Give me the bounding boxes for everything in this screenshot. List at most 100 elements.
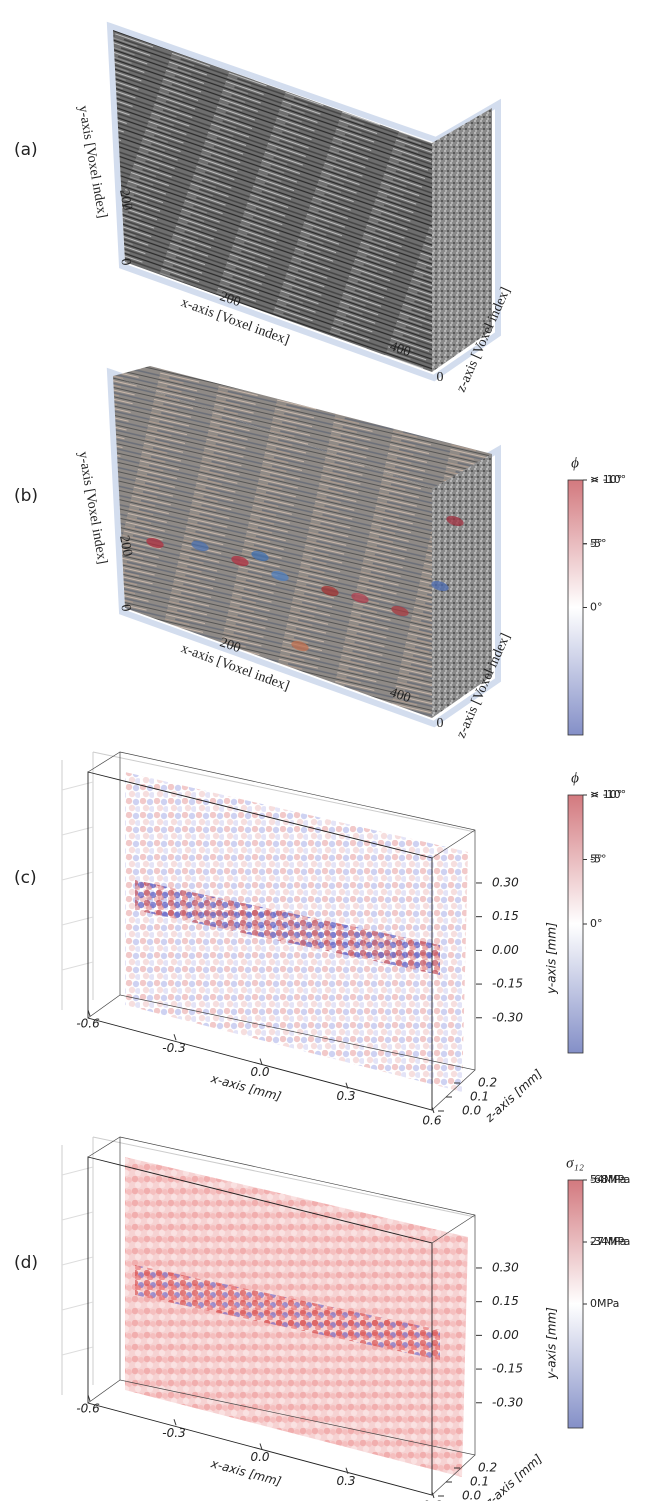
panel-label: (a) xyxy=(14,140,38,160)
colorbar-tick-label: 0MPa xyxy=(590,1297,619,1310)
y-tick-label: -0.15 xyxy=(492,977,523,991)
box-edge xyxy=(87,751,121,773)
y-tick-label: -0.30 xyxy=(492,1395,523,1409)
x-tick-label: 0.3 xyxy=(336,1474,355,1488)
colorbar-title: ϕ xyxy=(571,770,579,786)
colorbar-tick-label: 5° xyxy=(590,853,603,866)
panel-label: (d) xyxy=(14,1253,38,1273)
point-band xyxy=(135,880,440,975)
point-band xyxy=(135,1265,440,1360)
orientation-blob xyxy=(251,550,269,562)
x-axis-label: x-axis [mm] xyxy=(209,1456,283,1489)
orientation-blob xyxy=(191,540,209,552)
y-tick-label: 0 xyxy=(117,257,133,266)
x-tick-label: 0.6 xyxy=(422,1113,441,1127)
y-tick-label: 0.30 xyxy=(492,1260,519,1274)
y-tick-label: 200 xyxy=(116,188,134,211)
orientation-blob xyxy=(271,570,289,582)
colorbar-tick-label: < -10° xyxy=(590,473,626,486)
y-axis-label: y-axis [Voxel index] xyxy=(75,104,110,219)
z-tick-label: 0.2 xyxy=(478,1461,497,1475)
orientation-blob xyxy=(291,640,309,652)
box-edge xyxy=(431,1454,476,1496)
colorbar-title: σ₁₂ xyxy=(566,1155,584,1171)
colorbar-tick-label: 27MPa xyxy=(590,1235,626,1248)
colorbar-tick-label: < -10° xyxy=(590,788,626,801)
orientation-blob xyxy=(351,592,369,604)
z-tick-label: 0.1 xyxy=(470,1475,489,1489)
orientation-blob xyxy=(321,585,339,597)
y-tick-label: 0.15 xyxy=(492,909,519,923)
volume-glow xyxy=(106,21,501,382)
y-tick-label: 0 xyxy=(117,603,133,612)
colorbar xyxy=(567,794,584,1054)
box-edge xyxy=(431,1069,476,1111)
colorbar-tick-label: 54MPa xyxy=(590,1173,626,1186)
x-tick xyxy=(87,1394,91,1402)
x-tick-label: -0.3 xyxy=(162,1426,185,1440)
volume-front xyxy=(113,30,432,372)
x-tick-label: -0.6 xyxy=(76,1017,100,1031)
box-edge xyxy=(87,994,121,1019)
box-edge xyxy=(431,1214,476,1244)
x-tick-label: 200 xyxy=(218,635,243,656)
y-tick-label: 0.00 xyxy=(492,943,519,957)
x-tick-label: 0.0 xyxy=(250,1065,269,1079)
colorbar xyxy=(567,479,584,736)
colorbar-tick-label: 5° xyxy=(590,537,603,550)
colorbar xyxy=(567,1179,584,1429)
x-tick xyxy=(259,1443,263,1450)
x-tick-label: 400 xyxy=(388,685,413,706)
z-tick-label: 0 xyxy=(437,370,444,385)
colorbar-tick-label: -68MPa xyxy=(590,1173,630,1186)
colorbar-tick-label: > 10° xyxy=(590,473,622,486)
orientation-blob xyxy=(431,580,449,592)
x-tick xyxy=(173,1034,177,1041)
y-tick-label: -0.30 xyxy=(492,1010,523,1024)
z-tick-label: 0.1 xyxy=(470,1090,489,1104)
x-axis-label: x-axis [mm] xyxy=(209,1071,283,1104)
x-tick xyxy=(345,1467,349,1474)
colorbar-title: ϕ xyxy=(571,455,579,471)
x-tick-label: -0.3 xyxy=(162,1041,185,1055)
orientation-blob xyxy=(446,515,464,527)
x-tick xyxy=(431,1491,435,1499)
z-tick-label: 0.0 xyxy=(462,1489,481,1501)
colorbar-tick-label: 0° xyxy=(590,601,603,614)
y-axis-label: y-axis [mm] xyxy=(545,1307,559,1380)
y-tick-label: 200 xyxy=(116,534,134,557)
panel-label: (b) xyxy=(14,486,38,506)
x-tick xyxy=(345,1082,349,1089)
z-tick-label: 0.0 xyxy=(462,1104,481,1118)
z-tick-label: 0.2 xyxy=(478,1076,497,1090)
x-tick xyxy=(173,1419,177,1426)
y-tick-label: 0.30 xyxy=(492,875,519,889)
x-tick xyxy=(259,1058,263,1065)
box-edge xyxy=(431,829,476,859)
x-tick-label: -0.6 xyxy=(76,1402,100,1416)
x-tick xyxy=(431,1106,435,1114)
x-tick-label: 0.6 xyxy=(422,1498,441,1501)
volume-top xyxy=(113,366,492,489)
z-axis-label: z-axis [mm] xyxy=(482,1451,545,1501)
colorbar-tick-label: -34MPa xyxy=(590,1235,630,1248)
box-edge xyxy=(87,1136,121,1158)
x-tick-label: 0.3 xyxy=(336,1089,355,1103)
x-tick xyxy=(87,1009,91,1017)
colorbar-tick-label: > 10° xyxy=(590,788,622,801)
box-edge xyxy=(87,1379,121,1404)
y-tick-label: -0.15 xyxy=(492,1362,523,1376)
colorbar-tick-label: 0° xyxy=(590,917,603,930)
x-tick-label: 200 xyxy=(218,289,243,310)
orientation-blob xyxy=(231,555,249,567)
y-tick-label: 0.15 xyxy=(492,1294,519,1308)
x-tick-label: 400 xyxy=(388,339,413,360)
y-axis-label: y-axis [Voxel index] xyxy=(75,450,110,565)
orientation-blob xyxy=(146,537,164,549)
pane-edge xyxy=(92,1136,476,1218)
colorbar-tick-label: -5° xyxy=(590,537,606,550)
x-tick-label: 0.0 xyxy=(250,1450,269,1464)
volume-side xyxy=(432,108,492,372)
orientation-blob xyxy=(391,605,409,617)
volume-front xyxy=(113,376,432,718)
